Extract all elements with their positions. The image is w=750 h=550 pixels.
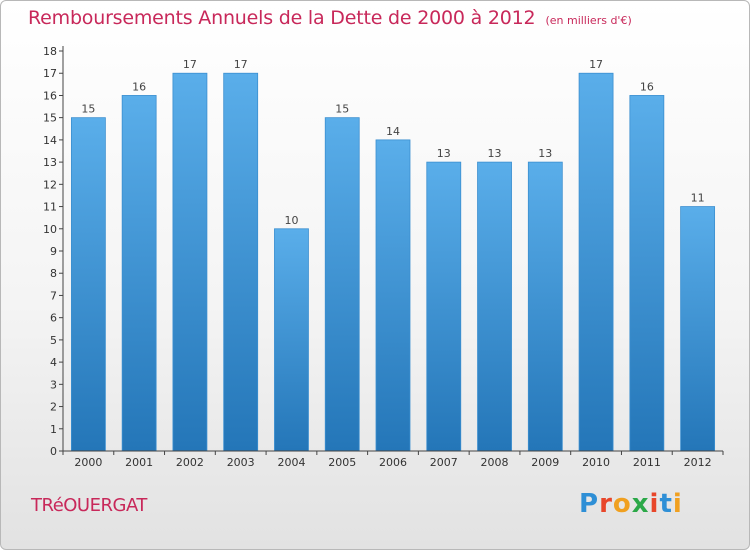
- x-tick-label-2010: 2010: [582, 456, 610, 469]
- y-tick-label-2: 2: [50, 401, 57, 414]
- data-label-2010: 17: [589, 58, 603, 71]
- x-tick-label-2009: 2009: [531, 456, 559, 469]
- y-tick-label-7: 7: [50, 289, 57, 302]
- y-tick-label-1: 1: [50, 423, 57, 436]
- y-tick-label-14: 14: [43, 134, 57, 147]
- y-tick-label-18: 18: [43, 45, 57, 58]
- logo-letter: r: [599, 489, 613, 519]
- data-label-2005: 15: [335, 103, 349, 116]
- y-tick-label-11: 11: [43, 201, 57, 214]
- data-label-2009: 13: [538, 147, 552, 160]
- y-tick-label-12: 12: [43, 178, 57, 191]
- data-label-2011: 16: [640, 80, 654, 93]
- y-tick-label-3: 3: [50, 378, 57, 391]
- data-label-2001: 16: [132, 80, 146, 93]
- y-tick-label-8: 8: [50, 267, 57, 280]
- y-tick-label-0: 0: [50, 445, 57, 458]
- x-tick-label-2005: 2005: [328, 456, 356, 469]
- y-tick-label-15: 15: [43, 112, 57, 125]
- y-tick-label-16: 16: [43, 89, 57, 102]
- bar-2006: [375, 139, 411, 452]
- logo-letter: i: [649, 489, 660, 519]
- y-tick-label-6: 6: [50, 312, 57, 325]
- y-tick-label-10: 10: [43, 223, 57, 236]
- chart-title-text: Remboursements Annuels de la Dette de 20…: [28, 7, 536, 29]
- data-label-2003: 17: [234, 58, 248, 71]
- y-tick-label-9: 9: [50, 245, 57, 258]
- bar-2001: [121, 95, 157, 452]
- bar-2011: [629, 95, 665, 452]
- x-tick-label-2008: 2008: [481, 456, 509, 469]
- proxiti-logo: Proxiti: [579, 489, 683, 519]
- y-tick-label-17: 17: [43, 67, 57, 80]
- x-tick-label-2011: 2011: [633, 456, 661, 469]
- logo-letter: t: [659, 489, 673, 519]
- x-tick-label-2002: 2002: [176, 456, 204, 469]
- town-name: TRéOUERGAT: [31, 495, 147, 516]
- bar-2000: [70, 117, 106, 452]
- bar-2012: [680, 206, 716, 452]
- x-tick-label-2006: 2006: [379, 456, 407, 469]
- x-tick-label-2000: 2000: [74, 456, 102, 469]
- x-tick-label-2012: 2012: [684, 456, 712, 469]
- bar-2005: [324, 117, 360, 452]
- bar-2007: [426, 161, 462, 452]
- data-label-2006: 14: [386, 125, 400, 138]
- bar-2009: [527, 161, 563, 452]
- logo-letter: o: [612, 489, 632, 519]
- x-tick-label-2007: 2007: [430, 456, 458, 469]
- data-label-2008: 13: [488, 147, 502, 160]
- data-label-2007: 13: [437, 147, 451, 160]
- bar-2010: [578, 72, 614, 452]
- x-tick-label-2003: 2003: [227, 456, 255, 469]
- logo-letter: x: [631, 489, 650, 519]
- data-label-2000: 15: [81, 103, 95, 116]
- data-label-2002: 17: [183, 58, 197, 71]
- chart-unit: (en milliers d'€): [545, 14, 632, 27]
- chart-title: Remboursements Annuels de la Dette de 20…: [28, 7, 632, 29]
- y-tick-label-13: 13: [43, 156, 57, 169]
- bar-2008: [477, 161, 512, 452]
- x-tick-label-2004: 2004: [277, 456, 305, 469]
- bar-2004: [274, 228, 309, 452]
- data-label-2004: 10: [284, 214, 298, 227]
- x-tick-label-2001: 2001: [125, 456, 153, 469]
- y-tick-label-5: 5: [50, 334, 57, 347]
- data-label-2012: 11: [691, 192, 705, 205]
- y-tick-label-4: 4: [50, 356, 57, 369]
- bar-2003: [223, 72, 259, 452]
- logo-letter: P: [579, 489, 600, 519]
- logo-letter: i: [672, 489, 683, 519]
- bar-2002: [172, 72, 208, 452]
